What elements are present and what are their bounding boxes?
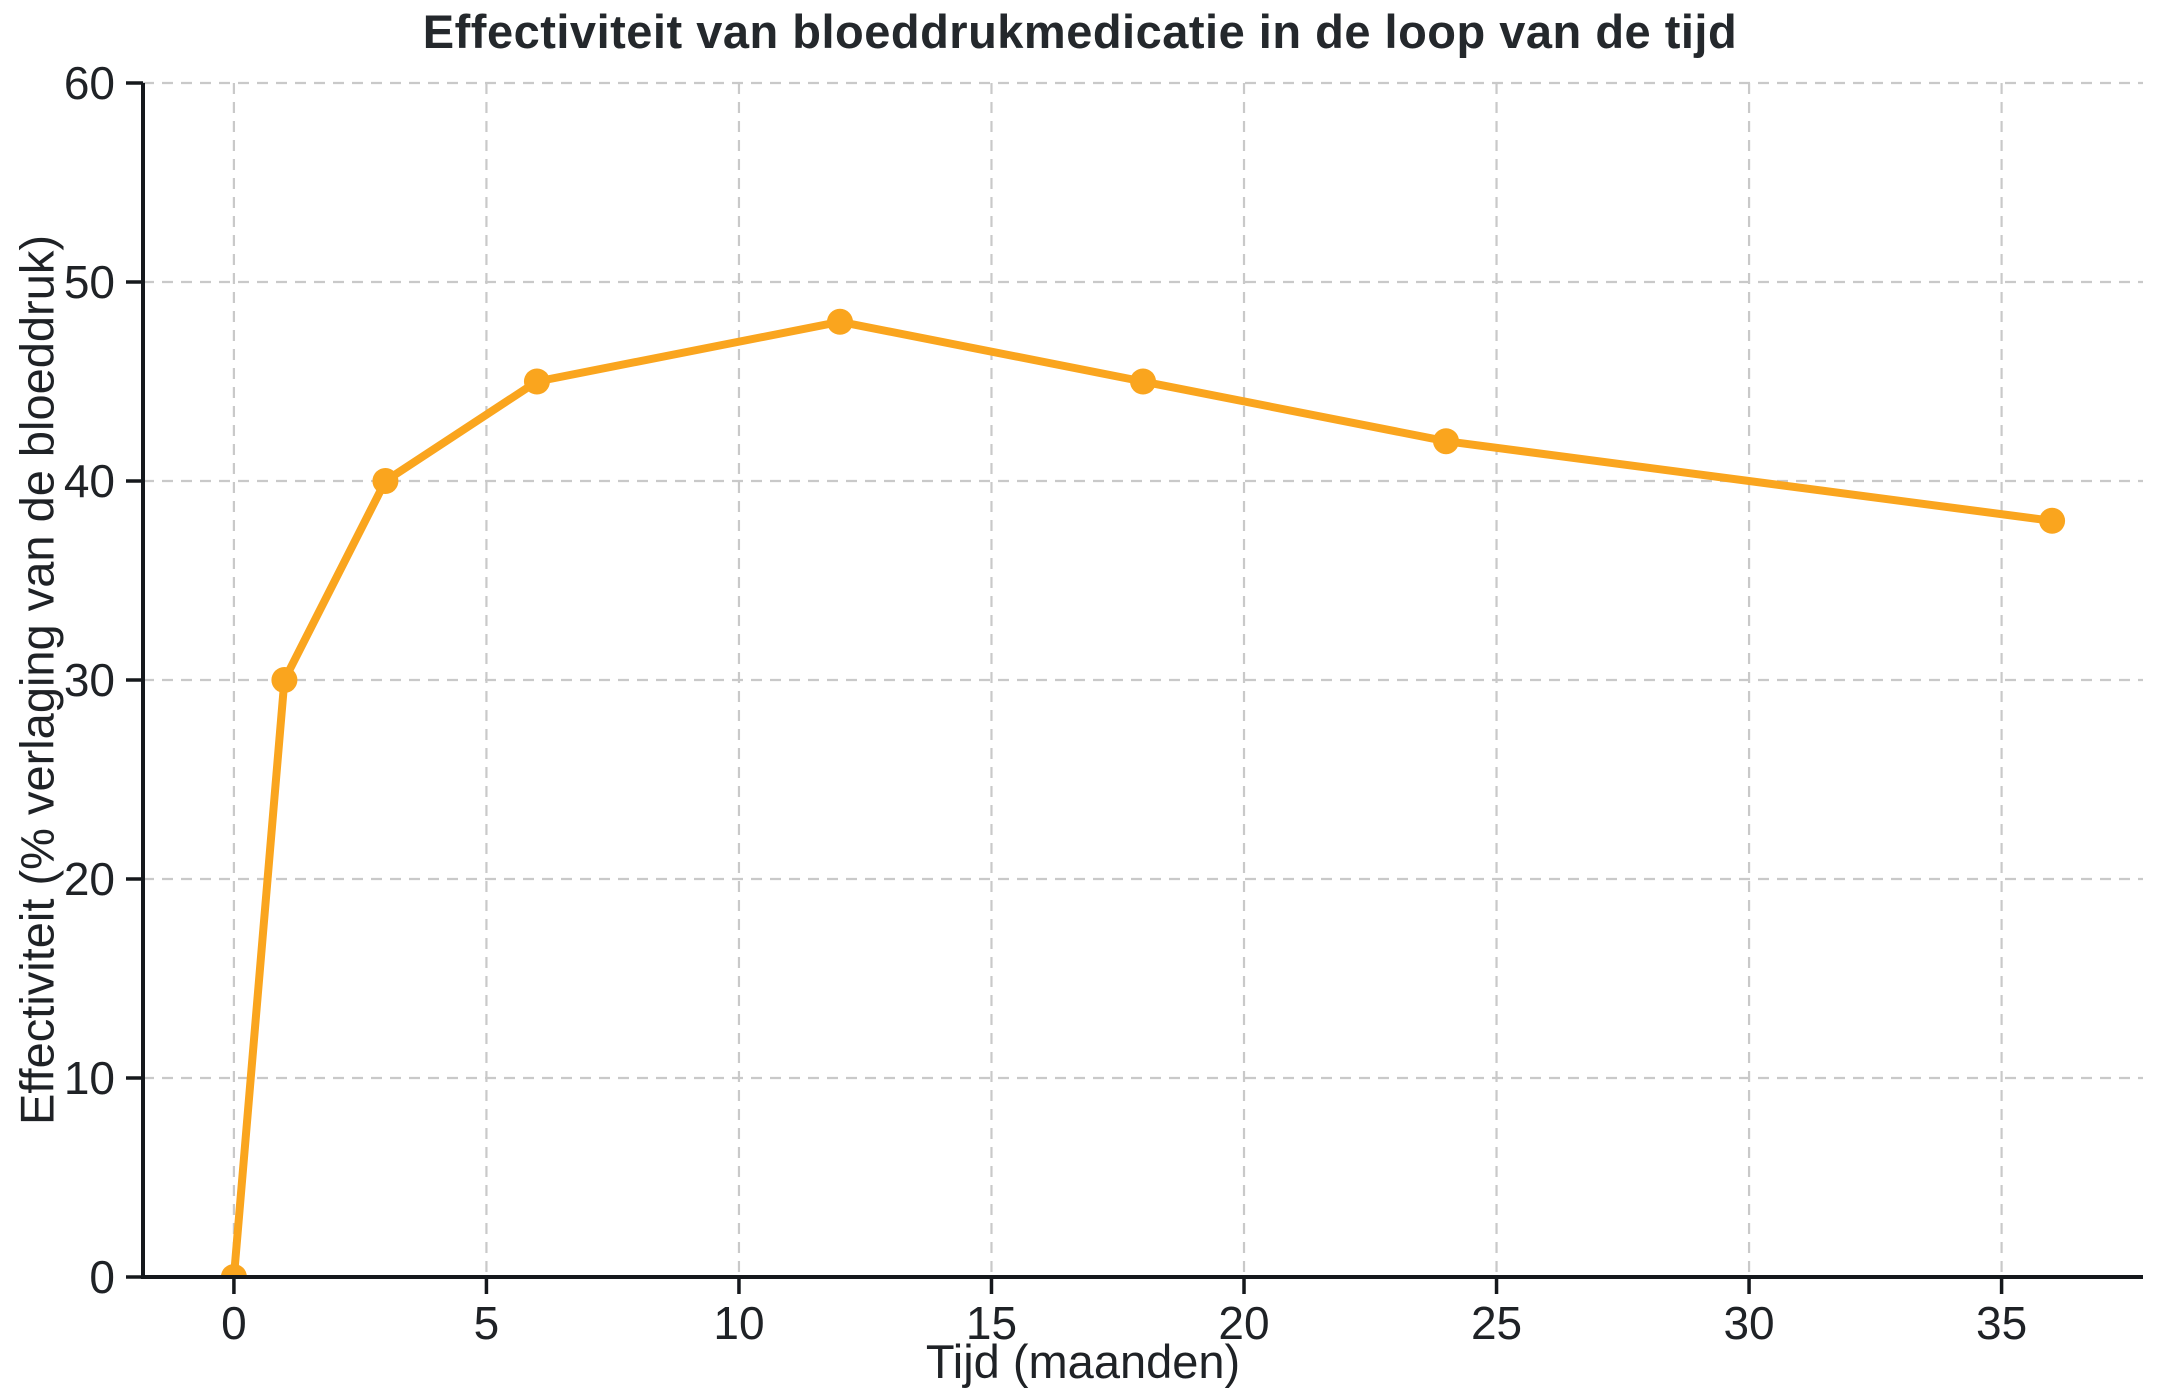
y-tick-label-0: 0 [89,1251,115,1303]
y-tick-label-50: 50 [64,256,115,308]
chart-title: Effectiviteit van bloeddrukmedicatie in … [422,5,1738,58]
x-tick-label-5: 5 [474,1297,500,1349]
data-point-18-45 [1130,368,1156,395]
data-point-24-42 [1433,428,1460,455]
data-point-12-48 [826,308,853,335]
y-tick-label-60: 60 [64,57,115,109]
series-line [229,317,2057,1277]
y-tick-label-20: 20 [64,853,115,905]
y-tick-label-30: 30 [64,654,115,706]
x-tick-label-25: 25 [1471,1297,1522,1349]
y-tick-label-10: 10 [64,1052,115,1104]
x-tick-label-20: 20 [1218,1297,1269,1349]
x-tick-label-0: 0 [221,1297,247,1349]
data-point-1-30 [271,667,298,693]
y-tick-label-40: 40 [64,455,115,507]
x-tick-label-10: 10 [713,1297,764,1349]
data-point-36-38 [2039,507,2066,534]
data-point-3-40 [372,468,399,494]
x-tick-label-15: 15 [966,1297,1017,1349]
x-tick-label-30: 30 [1723,1297,1774,1349]
x-tick-label-35: 35 [1976,1297,2027,1349]
data-point-6-45 [523,368,550,395]
series-effectiviteit [220,308,2066,1277]
data-point-0-0 [220,1264,247,1277]
x-axis-label: Tijd (maanden) [925,1335,1241,1388]
